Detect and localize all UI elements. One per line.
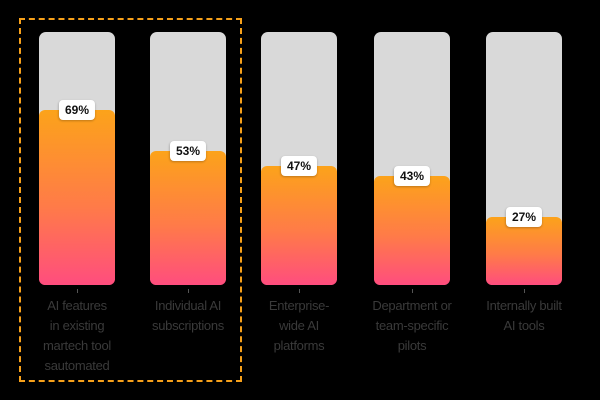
axis-tick: [412, 289, 413, 293]
bar-track: 47%: [261, 32, 337, 285]
value-label: 69%: [58, 100, 96, 120]
category-label-line: AI tools: [503, 318, 545, 333]
bar-column: 47% Enterprise-wide AI platforms: [261, 32, 337, 353]
value-label: 47%: [280, 156, 318, 176]
category-label-line: wide AI: [279, 318, 319, 333]
category-label-line: Department or: [372, 298, 452, 313]
bar-fill: [374, 176, 450, 285]
axis-tick: [77, 289, 78, 293]
category-label: Internally built AI tools: [464, 296, 584, 336]
category-label-line: subscriptions: [152, 318, 224, 333]
bar-column: 69% AI features in existing martech tool sau…: [39, 32, 115, 373]
bar-column: 27% Internally built AI tools: [486, 32, 562, 333]
category-label-line: platforms: [273, 338, 325, 353]
value-label: 53%: [169, 141, 207, 161]
bar-fill: [486, 217, 562, 285]
category-label-line: AI features: [47, 298, 107, 313]
highlight-dashed-box: [19, 18, 242, 382]
category-label-line: sautomated: [44, 358, 110, 373]
category-label-line: martech tool: [43, 338, 111, 353]
bar-track: 43%: [374, 32, 450, 285]
axis-tick: [299, 289, 300, 293]
category-label-line: Enterprise-: [268, 298, 330, 313]
bar-track: 69%: [39, 32, 115, 285]
category-label: Individual AI subscriptions: [128, 296, 248, 336]
bar-fill: [150, 151, 226, 285]
value-label: 43%: [393, 166, 431, 186]
bar-column: 43% Department or team-specific pilots: [372, 32, 452, 353]
category-label-line: team-specific: [375, 318, 449, 333]
axis-tick: [188, 289, 189, 293]
category-label: AI features in existing martech tool sautom…: [17, 296, 137, 376]
bar-fill: [261, 166, 337, 285]
value-label: 27%: [505, 207, 543, 227]
bar-track: 53%: [150, 32, 226, 285]
axis-tick: [524, 289, 525, 293]
category-label: Department or team-specific pilots: [352, 296, 472, 356]
category-label-line: Internally built: [486, 298, 562, 313]
bar-column: 53% Individual AI subscriptions: [150, 32, 226, 333]
category-label-line: in existing: [49, 318, 105, 333]
category-label-line: pilots: [397, 338, 427, 353]
category-label: Enterprise-wide AI platforms: [239, 296, 359, 356]
category-label-line: Individual AI: [154, 298, 222, 313]
bar-track: 27%: [486, 32, 562, 285]
bar-fill: [39, 110, 115, 285]
